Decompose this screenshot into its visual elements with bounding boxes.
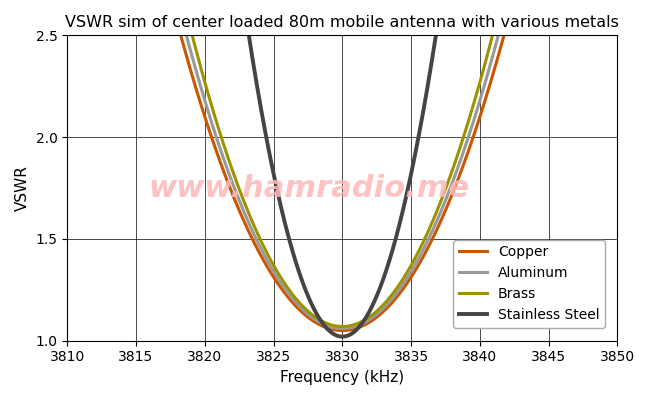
Stainless Steel: [421, 98, 429, 103]
Stainless Steel: [393, 230, 401, 235]
Aluminum: [393, 290, 401, 294]
Copper: [339, 328, 346, 333]
Line: Stainless Steel: Stainless Steel: [68, 0, 618, 337]
Brass: [274, 270, 281, 274]
Copper: [421, 251, 429, 256]
Copper: [474, 120, 482, 125]
Aluminum: [274, 275, 281, 280]
Title: VSWR sim of center loaded 80m mobile antenna with various metals: VSWR sim of center loaded 80m mobile ant…: [66, 15, 619, 30]
Copper: [274, 280, 281, 285]
Y-axis label: VSWR: VSWR: [15, 165, 30, 211]
Line: Brass: Brass: [68, 0, 618, 326]
Legend: Copper, Aluminum, Brass, Stainless Steel: Copper, Aluminum, Brass, Stainless Steel: [453, 240, 605, 328]
Brass: [421, 236, 429, 240]
Stainless Steel: [339, 334, 346, 339]
X-axis label: Frequency (kHz): Frequency (kHz): [280, 370, 404, 385]
Brass: [474, 87, 482, 92]
Aluminum: [339, 326, 346, 331]
Aluminum: [474, 105, 482, 110]
Aluminum: [421, 244, 429, 248]
Line: Aluminum: Aluminum: [68, 0, 618, 328]
Stainless Steel: [274, 189, 281, 194]
Text: www.hamradio.me: www.hamradio.me: [149, 174, 470, 202]
Line: Copper: Copper: [68, 0, 618, 330]
Brass: [339, 324, 346, 329]
Copper: [393, 294, 401, 299]
Brass: [393, 285, 401, 290]
